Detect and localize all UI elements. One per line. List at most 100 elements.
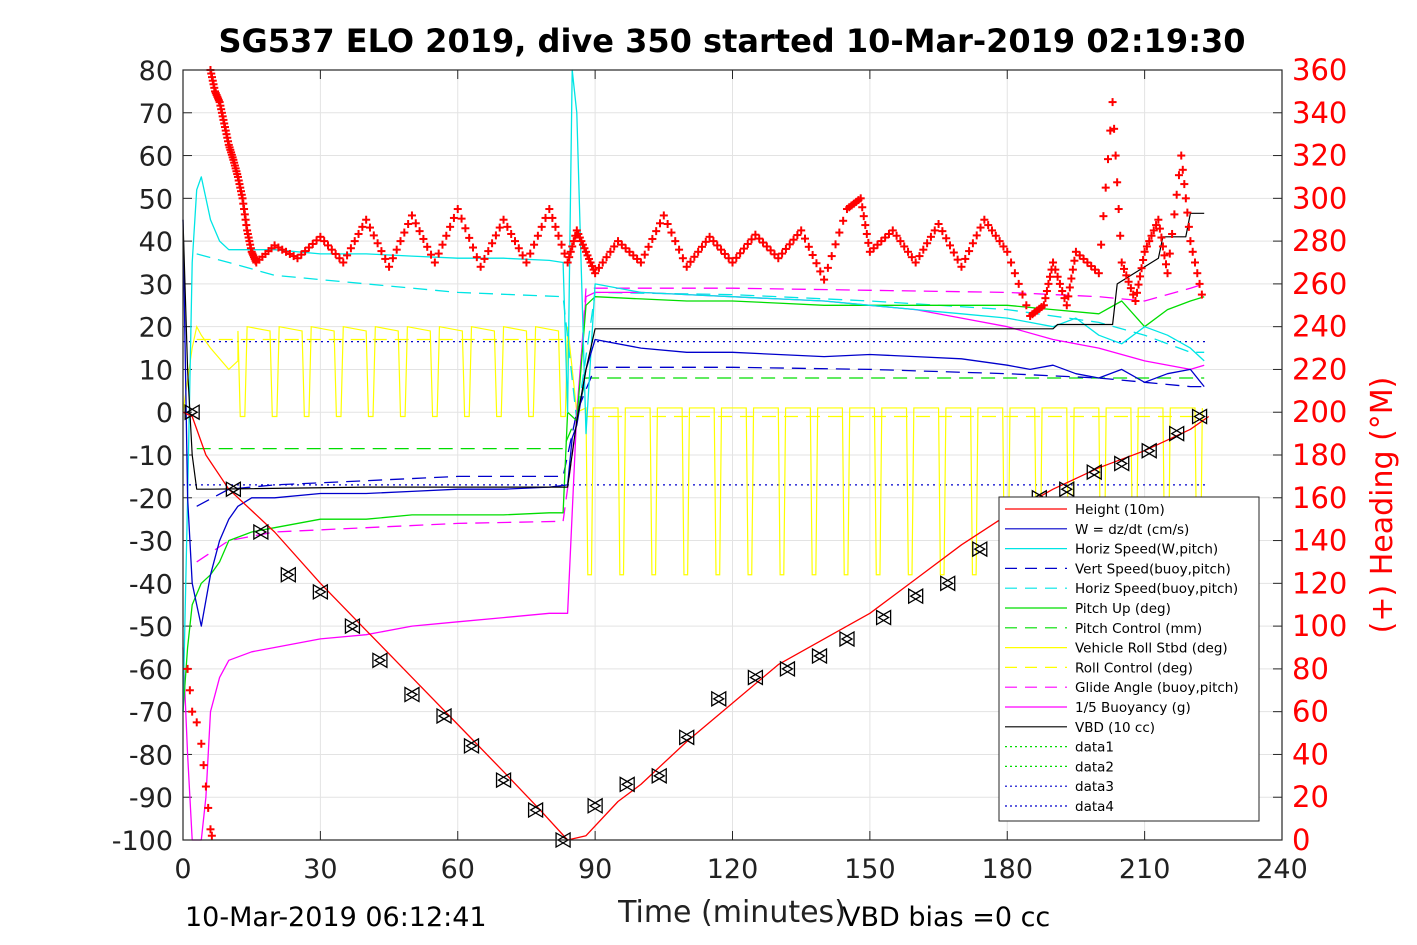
marker-triangle bbox=[587, 797, 602, 814]
marker-triangle bbox=[225, 481, 240, 498]
y-right-tick-label: 180 bbox=[1292, 438, 1347, 472]
marker-triangle bbox=[527, 801, 542, 819]
heading-marker bbox=[204, 803, 213, 812]
y-tick-label: 40 bbox=[139, 227, 173, 258]
y-tick-label: 10 bbox=[139, 355, 173, 386]
legend-label: 1/5 Buoyancy (g) bbox=[1075, 700, 1191, 716]
heading-marker bbox=[694, 247, 703, 256]
heading-marker bbox=[923, 239, 932, 248]
heading-marker bbox=[1145, 237, 1154, 246]
heading-marker bbox=[1124, 277, 1133, 286]
heading-marker bbox=[747, 235, 756, 244]
marker-triangle bbox=[346, 617, 361, 635]
heading-marker bbox=[1018, 290, 1027, 299]
marker-triangle bbox=[781, 660, 796, 678]
plot-frame bbox=[182, 69, 1283, 841]
heading-marker bbox=[1131, 297, 1140, 305]
marker-triangle bbox=[1193, 408, 1208, 425]
series-vert-speed-buoy bbox=[196, 366, 1205, 507]
heading-marker bbox=[1070, 256, 1079, 265]
series-buoyancy bbox=[182, 291, 1205, 841]
heading-marker bbox=[591, 269, 600, 278]
heading-marker bbox=[671, 237, 680, 246]
y-right-tick-label: 40 bbox=[1292, 737, 1329, 771]
x-tick-label: 120 bbox=[707, 854, 759, 885]
marker-triangle bbox=[497, 771, 512, 789]
heading-marker bbox=[751, 230, 760, 239]
legend-label: Horiz Speed(buoy,pitch) bbox=[1075, 581, 1238, 597]
y-right-tick-label: 260 bbox=[1292, 267, 1347, 301]
heading-marker bbox=[896, 237, 905, 246]
y-right-tick-label: 140 bbox=[1292, 524, 1347, 558]
heading-marker bbox=[1149, 226, 1158, 235]
legend-label: W = dz/dt (cm/s) bbox=[1075, 522, 1189, 538]
heading-marker bbox=[648, 234, 657, 243]
y-tick-label: -50 bbox=[129, 612, 173, 643]
heading-marker bbox=[644, 242, 653, 251]
heading-marker bbox=[510, 237, 519, 246]
y-tick-label: 30 bbox=[139, 270, 173, 301]
legend-label: Pitch Up (deg) bbox=[1075, 601, 1171, 617]
heading-marker bbox=[739, 244, 748, 253]
heading-marker bbox=[1195, 279, 1204, 288]
heading-marker bbox=[1142, 242, 1151, 251]
legend-label: Height (10m) bbox=[1075, 502, 1165, 518]
y-right-tick-label: 80 bbox=[1292, 652, 1329, 686]
heading-marker bbox=[1113, 178, 1122, 187]
heading-marker bbox=[919, 245, 928, 254]
chart-title: SG537 ELO 2019, dive 350 started 10-Mar-… bbox=[218, 22, 1245, 60]
series-glide-angle bbox=[196, 283, 1205, 563]
heading-marker bbox=[984, 221, 993, 230]
heading-marker bbox=[358, 222, 367, 231]
heading-marker bbox=[400, 228, 409, 237]
x-tick-label: 60 bbox=[441, 854, 475, 885]
heading-marker bbox=[404, 220, 413, 228]
marker-triangle bbox=[651, 767, 666, 784]
x-axis-label: Time (minutes) bbox=[617, 895, 846, 930]
heading-marker bbox=[499, 215, 508, 224]
legend-label: Pitch Control (mm) bbox=[1075, 621, 1202, 637]
heading-marker bbox=[1007, 258, 1016, 267]
heading-marker bbox=[1094, 269, 1103, 278]
y-tick-label: 80 bbox=[139, 56, 173, 87]
heading-marker bbox=[480, 254, 489, 263]
heading-marker bbox=[1114, 205, 1123, 214]
heading-marker bbox=[1108, 98, 1117, 107]
marker-triangle bbox=[779, 660, 794, 678]
heading-marker bbox=[453, 205, 462, 214]
marker-triangle bbox=[372, 652, 387, 669]
y-tick-label: -80 bbox=[129, 740, 173, 771]
heading-marker bbox=[548, 213, 557, 222]
marker-triangle bbox=[1114, 455, 1129, 472]
marker-triangle bbox=[314, 583, 329, 601]
heading-marker bbox=[526, 249, 535, 258]
heading-marker bbox=[373, 239, 382, 248]
heading-marker bbox=[1067, 274, 1076, 283]
heading-marker bbox=[659, 211, 668, 220]
marker-triangle bbox=[1059, 481, 1074, 498]
heading-marker bbox=[377, 247, 386, 256]
marker-triangle bbox=[941, 575, 956, 592]
heading-marker bbox=[926, 232, 935, 241]
y-right-tick-label: 340 bbox=[1292, 96, 1347, 130]
marker-triangle bbox=[254, 523, 269, 541]
marker-triangle bbox=[940, 575, 955, 592]
heading-marker bbox=[1068, 265, 1077, 274]
heading-marker bbox=[1174, 171, 1183, 180]
heading-marker bbox=[942, 234, 951, 243]
heading-marker bbox=[663, 220, 672, 228]
heading-marker bbox=[430, 258, 439, 267]
marker-triangle bbox=[747, 669, 762, 686]
marker-triangle bbox=[1115, 455, 1130, 472]
x-tick-label: 210 bbox=[1119, 854, 1171, 885]
marker-triangle bbox=[1086, 463, 1101, 481]
heading-marker bbox=[797, 226, 806, 235]
marker-triangle bbox=[529, 801, 544, 819]
heading-marker bbox=[1190, 258, 1199, 267]
heading-marker bbox=[1055, 279, 1064, 288]
marker-triangle bbox=[711, 690, 726, 707]
y-right-tick-label: 320 bbox=[1292, 139, 1347, 173]
heading-marker bbox=[563, 258, 572, 267]
legend-label: VBD (10 cc) bbox=[1075, 720, 1155, 736]
y-right-tick-label: 280 bbox=[1292, 224, 1347, 258]
